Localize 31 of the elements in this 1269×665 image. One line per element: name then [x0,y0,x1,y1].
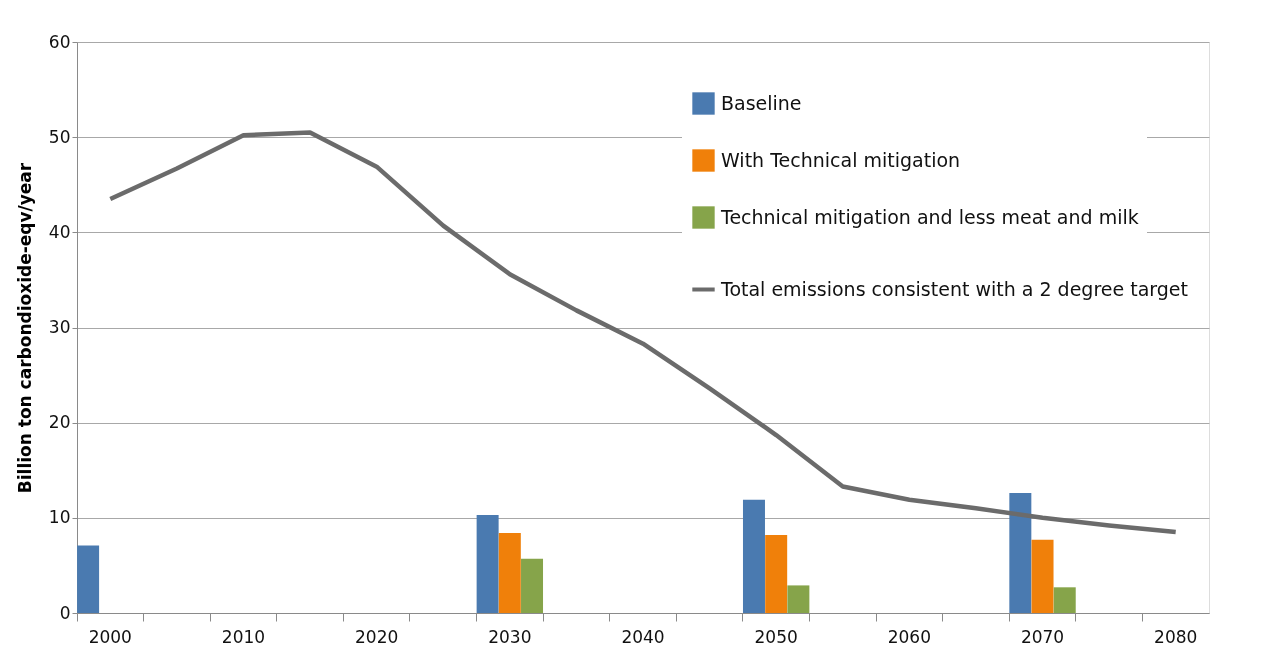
bar [1031,539,1054,613]
bar [742,499,765,613]
bar [765,534,788,613]
bar [77,545,100,613]
x-tick-label: 2070 [1020,626,1065,647]
x-tick-label: 2050 [754,626,798,647]
bar [498,533,521,613]
x-tick-label: 2010 [221,626,266,647]
bar [1009,493,1032,613]
legend-label: With Technical mitigation [721,148,961,171]
x-tick-label: 2060 [887,626,931,647]
x-tick-label: 2030 [488,626,532,647]
bar [521,558,544,613]
y-tick-label: 20 [48,412,71,433]
y-axis-title: Billion ton carbondioxide-eqv/year [14,162,35,494]
y-tick-label: 60 [48,31,71,52]
legend-label: Total emissions consistent with a 2 degree target [720,277,1188,300]
x-tick-label: 2040 [621,626,665,647]
x-tick-label: 2020 [355,626,399,647]
legend-label: Technical mitigation and less meat and milk [720,205,1139,228]
x-tick-label: 2080 [1154,626,1198,647]
y-tick-label: 40 [48,221,71,242]
bar [476,514,499,613]
legend-label: Baseline [721,91,802,114]
bar [1053,587,1076,613]
bar [787,585,810,613]
y-tick-label: 30 [48,317,71,337]
x-tick-label: 2000 [88,626,132,647]
y-tick-label: 10 [48,507,71,528]
y-tick-label: 50 [48,126,71,147]
y-tick-label: 0 [59,602,71,623]
